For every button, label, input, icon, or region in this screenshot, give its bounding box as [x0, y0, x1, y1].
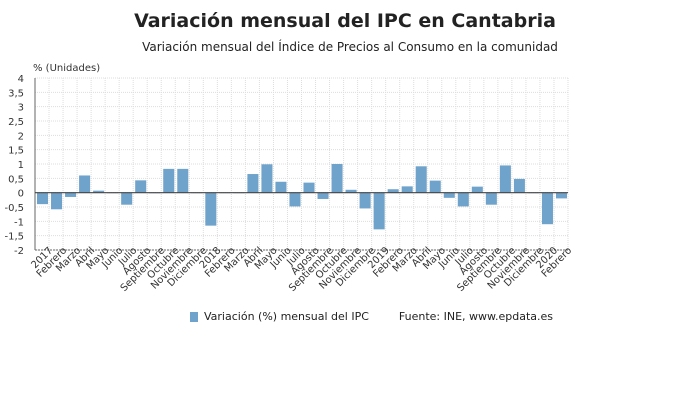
y-tick-label: 1,5 — [8, 146, 24, 157]
y-axis-label: % (Unidades) — [33, 63, 100, 74]
chart-subtitle: Variación mensual del Índice de Precios … — [142, 40, 558, 54]
bar — [261, 164, 273, 193]
y-tick-label: -0,5 — [4, 203, 24, 214]
y-tick-label: 3,5 — [8, 88, 24, 99]
y-tick-label: 2,5 — [8, 117, 24, 128]
bar — [359, 192, 371, 209]
bar — [79, 175, 91, 193]
bar — [471, 186, 483, 193]
bar — [93, 190, 105, 193]
bar — [373, 192, 385, 230]
bar — [205, 192, 217, 226]
bar — [499, 165, 511, 193]
bar — [541, 192, 553, 225]
bar — [345, 189, 357, 193]
legend-swatch — [190, 311, 198, 322]
source-label: Fuente: INE, www.epdata.es — [398, 310, 554, 323]
y-tick-label: 1 — [18, 160, 24, 171]
y-tick-label: 3 — [18, 103, 24, 114]
y-tick-label: 0 — [18, 189, 24, 200]
bar — [513, 178, 525, 193]
bar — [275, 181, 287, 193]
bar — [65, 192, 77, 197]
bar — [317, 192, 329, 199]
chart-title: Variación mensual del IPC en Cantabria — [134, 10, 556, 32]
bar — [177, 168, 189, 193]
bar — [555, 192, 567, 199]
bar — [331, 164, 343, 193]
bar — [387, 189, 399, 193]
legend-label: Variación (%) mensual del IPC — [204, 310, 369, 323]
bar-chart: % (Unidades) 4 3,5 3 2,5 2 1,5 1 0,5 0 -0,5 -1 -1,5 -… — [4, 63, 574, 294]
bar — [401, 186, 413, 193]
bar — [429, 180, 441, 193]
bar — [443, 192, 455, 198]
bar — [415, 166, 427, 193]
y-tick-label: 2 — [18, 131, 24, 142]
y-tick-label: 0,5 — [8, 174, 24, 185]
bar — [247, 174, 259, 193]
bar — [163, 168, 175, 193]
bar — [37, 192, 49, 205]
bar — [135, 180, 147, 193]
bar — [121, 192, 133, 205]
y-tick-label: 4 — [18, 74, 24, 85]
legend: Variación (%) mensual del IPC Fuente: IN… — [190, 310, 553, 323]
bar — [457, 192, 469, 207]
y-tick-label: -1 — [14, 217, 24, 228]
y-tick-label: -1,5 — [4, 232, 24, 243]
y-tick-label: -2 — [14, 246, 24, 257]
bar — [289, 192, 301, 207]
bar — [51, 192, 63, 210]
bar — [303, 182, 315, 193]
bar — [485, 192, 497, 205]
